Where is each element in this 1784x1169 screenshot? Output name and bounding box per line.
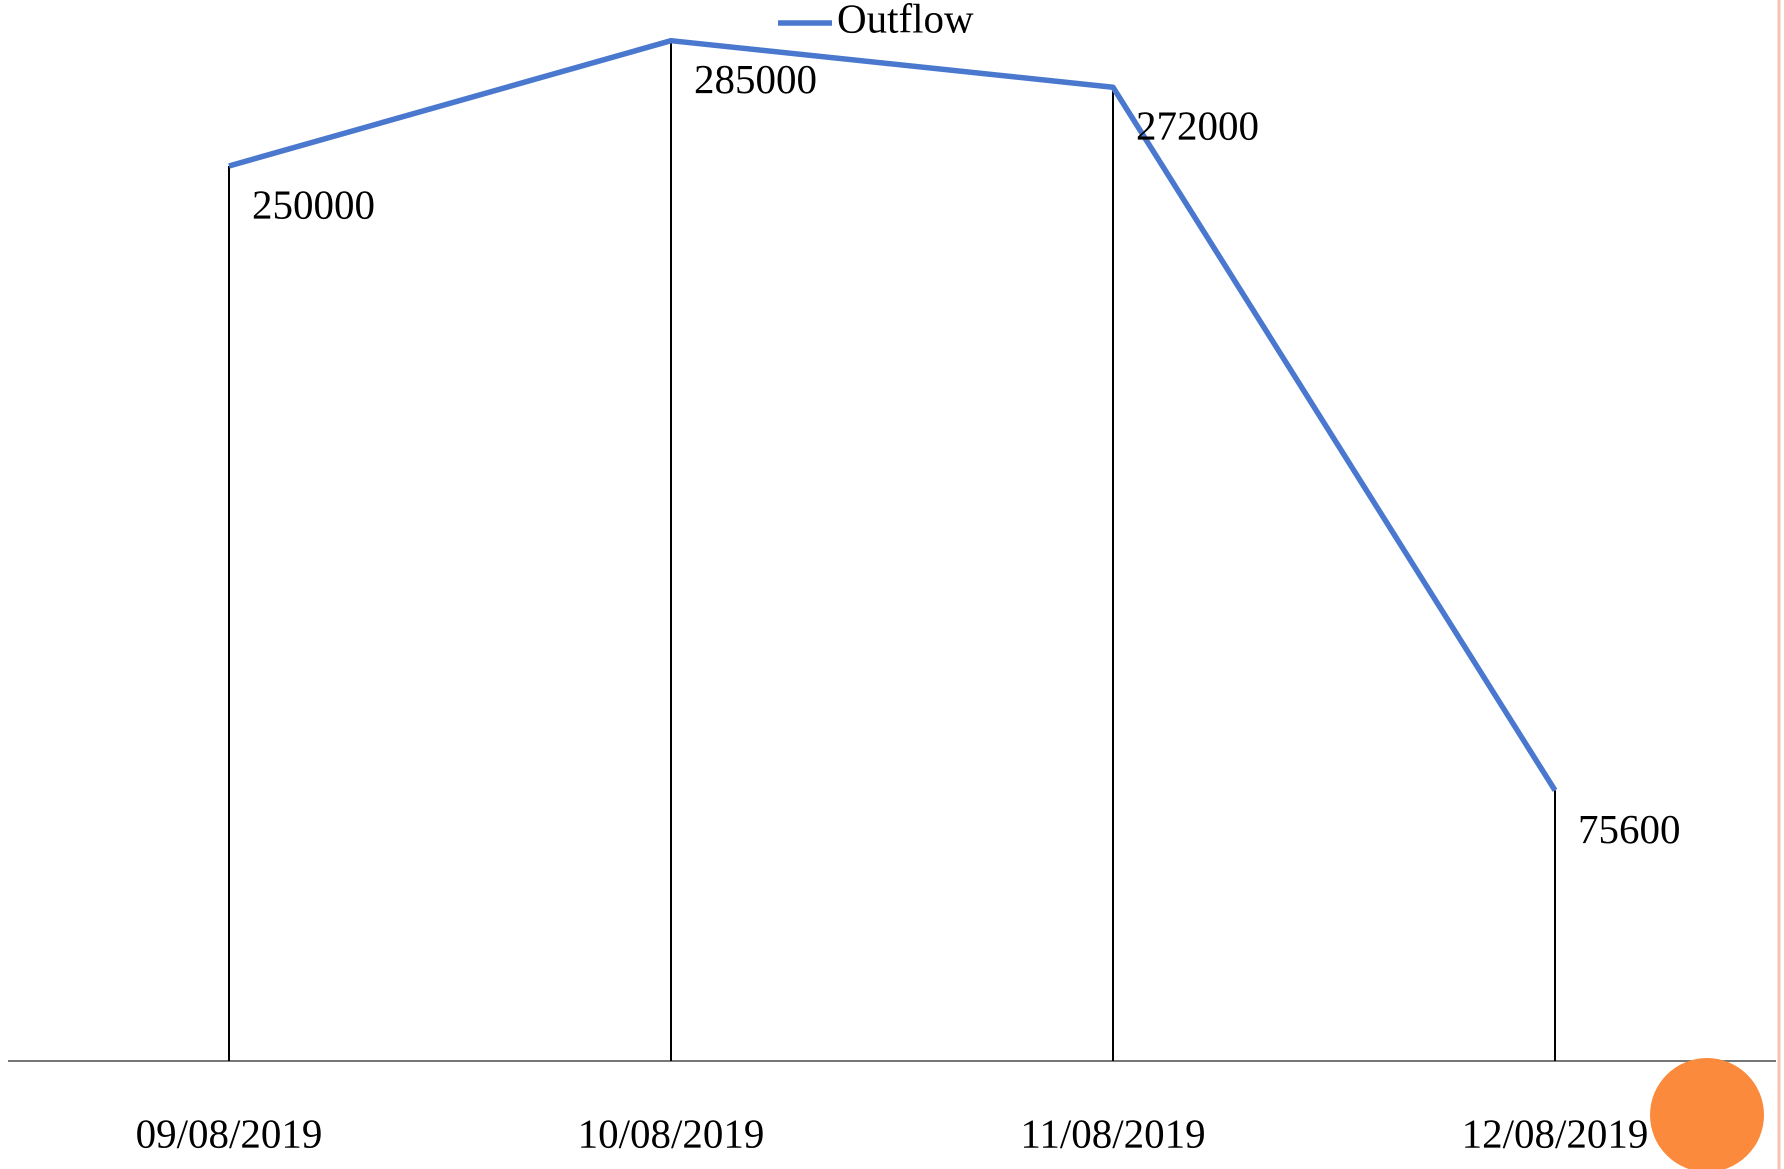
- x-tick-label: 10/08/2019: [578, 1110, 765, 1156]
- data-label: 75600: [1578, 806, 1681, 852]
- legend-label: Outflow: [837, 0, 974, 41]
- x-tick-label: 11/08/2019: [1020, 1110, 1205, 1156]
- data-label: 250000: [252, 181, 375, 227]
- series-line: [228, 37, 1558, 792]
- data-label: 272000: [1136, 103, 1259, 149]
- decoration-circle: [1650, 1058, 1764, 1169]
- data-label: 285000: [694, 56, 817, 102]
- x-tick-label: 09/08/2019: [136, 1110, 323, 1156]
- x-tick-label: 12/08/2019: [1462, 1110, 1649, 1156]
